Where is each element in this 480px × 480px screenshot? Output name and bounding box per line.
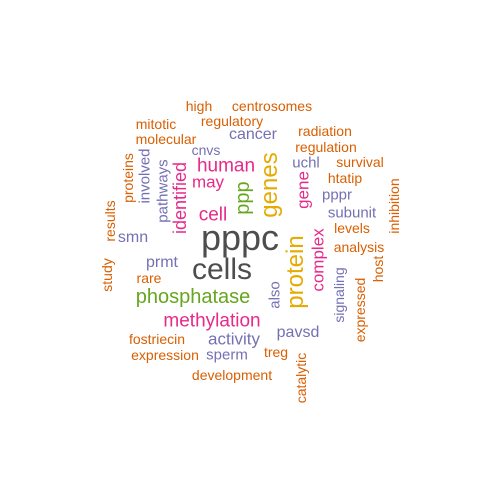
word-study: study <box>99 258 115 292</box>
word-gene: gene <box>293 171 313 209</box>
word-inhibition: inhibition <box>386 178 402 234</box>
word-activity: activity <box>208 329 260 349</box>
word-cnvs: cnvs <box>191 142 221 158</box>
word-regulatory: regulatory <box>200 113 264 129</box>
word-methylation: methylation <box>163 310 261 332</box>
word-regulation: regulation <box>295 139 357 155</box>
word-htatip: htatip <box>327 170 363 186</box>
word-high: high <box>185 98 213 114</box>
word-catalytic: catalytic <box>293 352 309 404</box>
word-analysis: analysis <box>333 239 385 255</box>
word-protein: protein <box>282 235 309 309</box>
word-results: results <box>102 200 118 242</box>
word-pathways: pathways <box>154 159 172 223</box>
word-genes: genes <box>256 152 283 218</box>
word-rare: rare <box>136 270 162 286</box>
word-centrosomes: centrosomes <box>231 98 313 114</box>
word-human: human <box>196 155 256 177</box>
word-survival: survival <box>336 154 384 170</box>
word-pavsd: pavsd <box>276 324 320 341</box>
word-may: may <box>191 172 225 192</box>
word-levels: levels <box>334 220 370 236</box>
word-pppc: pppc <box>200 217 280 258</box>
word-subunit: subunit <box>327 204 377 222</box>
word-treg: treg <box>263 344 289 360</box>
word-cell: cell <box>198 204 228 226</box>
word-pppr: pppr <box>321 186 353 204</box>
word-complex: complex <box>308 228 328 292</box>
word-molecular: molecular <box>135 131 197 147</box>
word-also: also <box>266 281 284 309</box>
word-cells: cells <box>191 253 253 286</box>
word-phosphatase: phosphatase <box>135 286 251 308</box>
word-expressed: expressed <box>352 277 368 343</box>
word-development: development <box>191 367 273 383</box>
word-signaling: signaling <box>331 267 347 323</box>
word-identified: identified <box>170 161 190 235</box>
word-radiation: radiation <box>298 123 352 139</box>
word-host: host <box>370 255 386 283</box>
word-mitotic: mitotic <box>135 116 177 132</box>
word-smn: smn <box>117 229 149 246</box>
word-uchl: uchl <box>292 154 320 172</box>
word-involved: involved <box>136 148 154 204</box>
word-prmt: prmt <box>146 254 178 271</box>
word-proteins: proteins <box>120 153 136 203</box>
word-expression: expression <box>131 347 199 363</box>
word-fostriecin: fostriecin <box>128 331 186 347</box>
word-ppp: ppp <box>232 181 254 215</box>
word-cancer: cancer <box>228 126 278 143</box>
word-sperm: sperm <box>206 346 248 364</box>
